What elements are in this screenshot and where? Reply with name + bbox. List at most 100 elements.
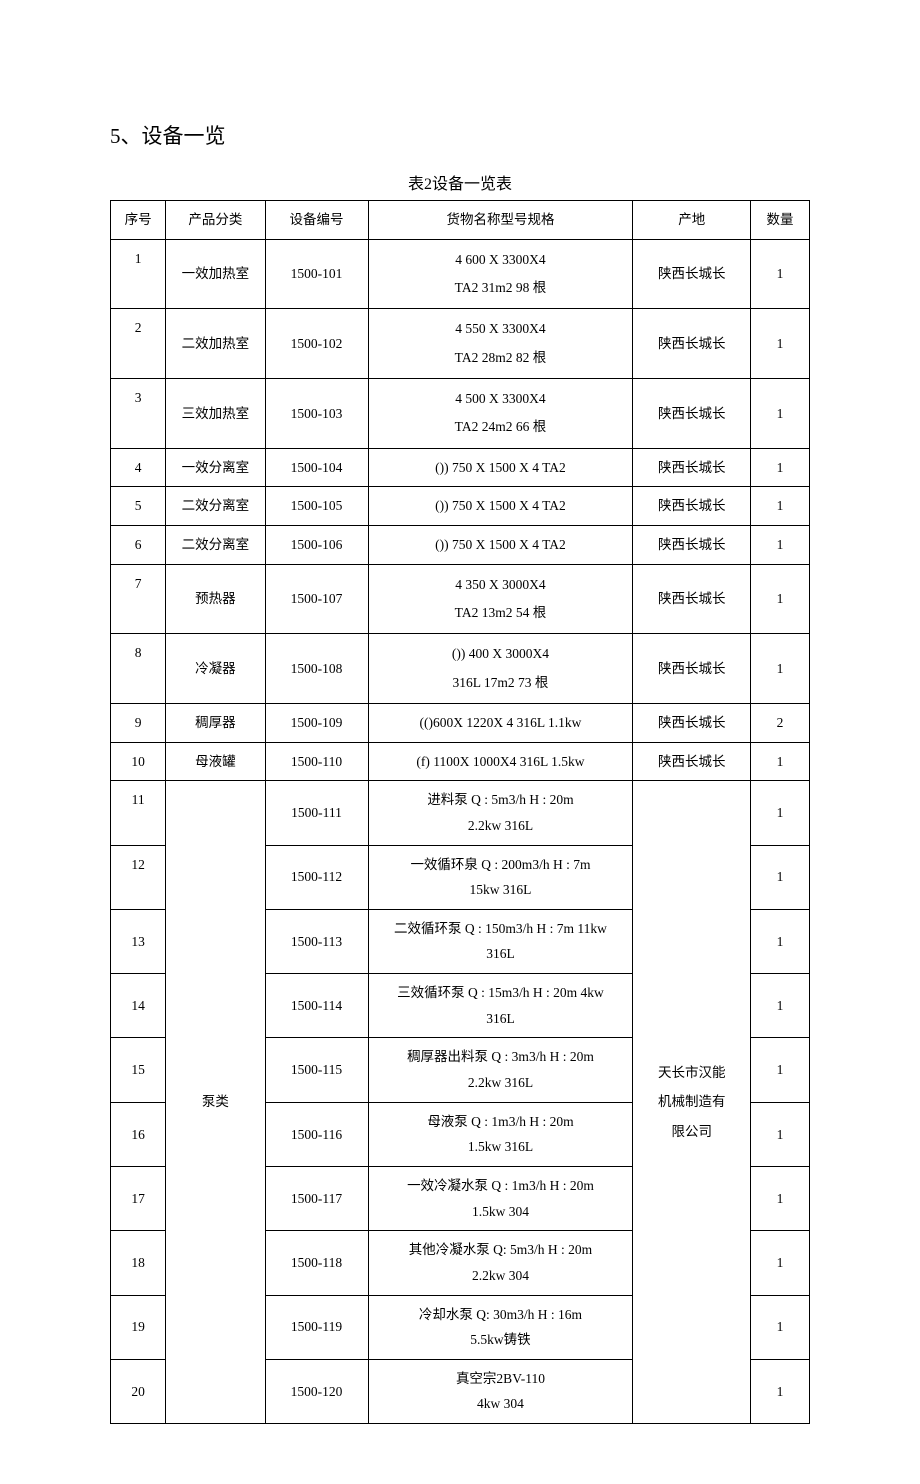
table-cell: 20 [111, 1359, 166, 1423]
table-cell: 1500-113 [265, 909, 368, 973]
table-cell: 4 [111, 448, 166, 487]
table-cell: 泵类 [166, 781, 265, 1424]
table-cell: 1 [751, 845, 810, 909]
table-cell: 1500-108 [265, 634, 368, 704]
equipment-table: 序号 产品分类 设备编号 货物名称型号规格 产地 数量 1一效加热室1500-1… [110, 200, 810, 1424]
table-cell: ()) 750 X 1500 X 4 TA2 [368, 487, 633, 526]
table-cell: 一效循环泉 Q : 200m3/h H : 7m15kw 316L [368, 845, 633, 909]
table-cell: 冷凝器 [166, 634, 265, 704]
table-cell: 1500-109 [265, 704, 368, 743]
table-cell: 陕西长城长 [633, 309, 751, 379]
table-cell: 1 [751, 309, 810, 379]
table-cell: 1500-115 [265, 1038, 368, 1102]
table-cell: 17 [111, 1166, 166, 1230]
table-cell: 陕西长城长 [633, 525, 751, 564]
table-cell: 陕西长城长 [633, 704, 751, 743]
table-cell: 母液罐 [166, 742, 265, 781]
table-cell: 陕西长城长 [633, 239, 751, 309]
table-cell: 三效加热室 [166, 379, 265, 449]
table-cell: 19 [111, 1295, 166, 1359]
table-row: 10母液罐1500-110(f) 1100X 1000X4 316L 1.5kw… [111, 742, 810, 781]
table-cell: 1500-111 [265, 781, 368, 845]
table-cell: 16 [111, 1102, 166, 1166]
header-qty: 数量 [751, 201, 810, 240]
table-header-row: 序号 产品分类 设备编号 货物名称型号规格 产地 数量 [111, 201, 810, 240]
table-cell: 1500-106 [265, 525, 368, 564]
table-cell: 1 [751, 1166, 810, 1230]
table-cell: 1500-104 [265, 448, 368, 487]
table-cell: 4 350 X 3000X4TA2 13m2 54 根 [368, 564, 633, 634]
table-cell: 1 [751, 634, 810, 704]
table-cell: 天长市汉能机械制造有限公司 [633, 781, 751, 1424]
table-cell: 三效循环泵 Q : 15m3/h H : 20m 4kw316L [368, 974, 633, 1038]
table-cell: 陕西长城长 [633, 448, 751, 487]
table-cell: 一效加热室 [166, 239, 265, 309]
table-cell: 1 [751, 1295, 810, 1359]
table-cell: 18 [111, 1231, 166, 1295]
table-cell: 稠厚器 [166, 704, 265, 743]
table-cell: 1 [111, 239, 166, 309]
table-cell: 1500-117 [265, 1166, 368, 1230]
table-cell: 1500-101 [265, 239, 368, 309]
table-cell: 4 600 X 3300X4TA2 31m2 98 根 [368, 239, 633, 309]
table-cell: 7 [111, 564, 166, 634]
table-cell: 陕西长城长 [633, 379, 751, 449]
table-cell: 3 [111, 379, 166, 449]
table-caption: 表2设备一览表 [110, 170, 810, 194]
table-cell: 1500-102 [265, 309, 368, 379]
table-cell: 1500-119 [265, 1295, 368, 1359]
table-cell: 进料泵 Q : 5m3/h H : 20m2.2kw 316L [368, 781, 633, 845]
table-cell: 1 [751, 974, 810, 1038]
table-cell: 1 [751, 448, 810, 487]
table-cell: ()) 400 X 3000X4316L 17m2 73 根 [368, 634, 633, 704]
table-cell: 1500-116 [265, 1102, 368, 1166]
table-cell: 1 [751, 1102, 810, 1166]
section-heading: 5、设备一览 [110, 120, 810, 150]
table-cell: 14 [111, 974, 166, 1038]
table-row: 9稠厚器1500-109(()600X 1220X 4 316L 1.1kw陕西… [111, 704, 810, 743]
table-cell: 1500-114 [265, 974, 368, 1038]
table-cell: 陕西长城长 [633, 487, 751, 526]
table-cell: 2 [111, 309, 166, 379]
header-spec: 货物名称型号规格 [368, 201, 633, 240]
table-cell: 4 500 X 3300X4TA2 24m2 66 根 [368, 379, 633, 449]
table-row: 7预热器1500-1074 350 X 3000X4TA2 13m2 54 根陕… [111, 564, 810, 634]
table-cell: 9 [111, 704, 166, 743]
table-cell: 1 [751, 239, 810, 309]
table-cell: 1500-107 [265, 564, 368, 634]
table-cell: 1500-105 [265, 487, 368, 526]
table-cell: 二效循环泵 Q : 150m3/h H : 7m 11kw316L [368, 909, 633, 973]
table-cell: 其他冷凝水泵 Q: 5m3/h H : 20m2.2kw 304 [368, 1231, 633, 1295]
table-cell: 1 [751, 1038, 810, 1102]
table-cell: 母液泵 Q : 1m3/h H : 20m1.5kw 316L [368, 1102, 633, 1166]
table-cell: 11 [111, 781, 166, 845]
table-cell: (()600X 1220X 4 316L 1.1kw [368, 704, 633, 743]
header-seq: 序号 [111, 201, 166, 240]
table-cell: 1500-103 [265, 379, 368, 449]
table-cell: 1500-110 [265, 742, 368, 781]
table-cell: 预热器 [166, 564, 265, 634]
table-cell: 1 [751, 909, 810, 973]
table-cell: 5 [111, 487, 166, 526]
table-row: 11泵类1500-111进料泵 Q : 5m3/h H : 20m2.2kw 3… [111, 781, 810, 845]
table-cell: 1 [751, 379, 810, 449]
table-cell: 一效分离室 [166, 448, 265, 487]
table-cell: 稠厚器出料泵 Q : 3m3/h H : 20m2.2kw 316L [368, 1038, 633, 1102]
table-cell: 1 [751, 781, 810, 845]
table-row: 5二效分离室1500-105()) 750 X 1500 X 4 TA2陕西长城… [111, 487, 810, 526]
table-row: 4一效分离室1500-104()) 750 X 1500 X 4 TA2陕西长城… [111, 448, 810, 487]
table-cell: ()) 750 X 1500 X 4 TA2 [368, 525, 633, 564]
table-cell: 10 [111, 742, 166, 781]
table-cell: 1500-118 [265, 1231, 368, 1295]
table-cell: 15 [111, 1038, 166, 1102]
table-cell: 1 [751, 1359, 810, 1423]
table-cell: 冷却水泵 Q: 30m3/h H : 16m5.5kw铸铁 [368, 1295, 633, 1359]
header-origin: 产地 [633, 201, 751, 240]
table-cell: 13 [111, 909, 166, 973]
table-cell: 2 [751, 704, 810, 743]
table-cell: 6 [111, 525, 166, 564]
table-cell: 陕西长城长 [633, 742, 751, 781]
table-cell: 陕西长城长 [633, 564, 751, 634]
table-row: 2二效加热室1500-1024 550 X 3300X4TA2 28m2 82 … [111, 309, 810, 379]
table-cell: 陕西长城长 [633, 634, 751, 704]
